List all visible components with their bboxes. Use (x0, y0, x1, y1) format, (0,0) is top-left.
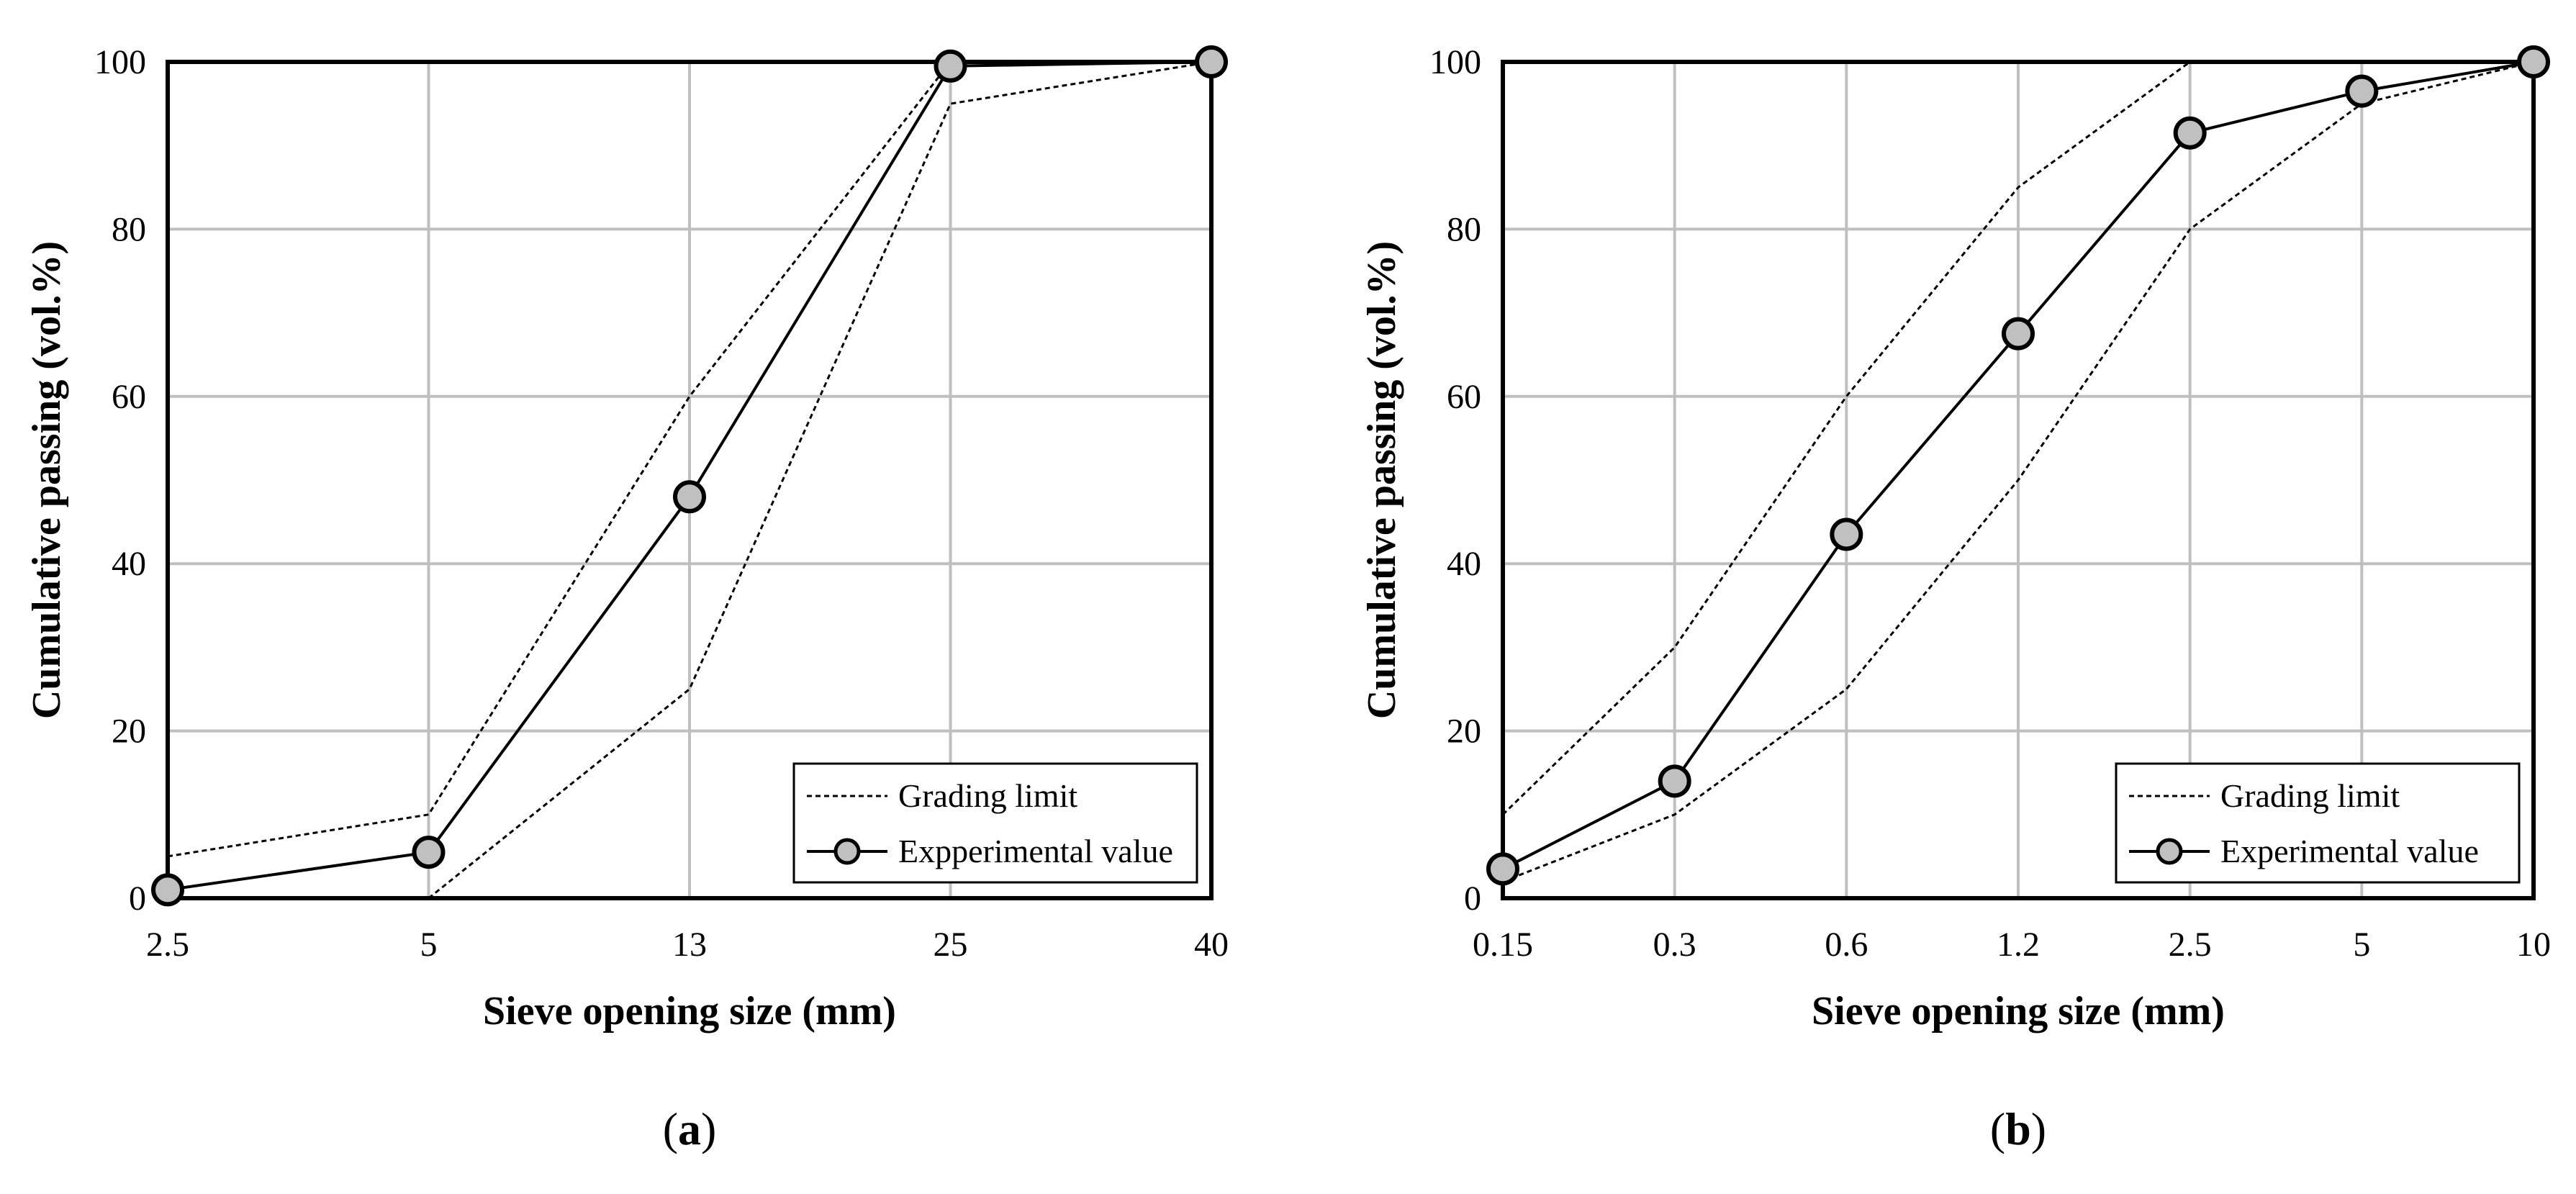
series-grading-limit-lower (428, 60, 1212, 900)
x-tick-label: 2.5 (146, 926, 189, 964)
series-grading-limit-upper (167, 60, 1211, 858)
panel-caption-letter: b (2005, 1103, 2031, 1154)
data-point-experimental (1195, 45, 1228, 78)
x-tick-label: 0.15 (1473, 926, 1533, 964)
x-tick-label: 0.6 (1825, 926, 1868, 964)
chart-a: 0 20 40 60 80 100 2.5 5 13 25 40 Sieve opening size… (24, 43, 1229, 1154)
y-tick-label: 100 (1429, 43, 1481, 81)
y-tick-label: 20 (1447, 713, 1481, 751)
y-tick-label: 80 (1447, 210, 1481, 248)
chart-b: 0 20 40 60 80 100 0.15 0.3 0.6 1.2 2.5 5 10 Sieve ope… (1360, 43, 2551, 1154)
y-tick-label: 100 (94, 43, 146, 81)
y-tick-label: 0 (1464, 879, 1481, 918)
panel-caption-close: ) (2031, 1103, 2046, 1154)
series-grading-limit-upper (1501, 60, 2191, 815)
legend: Grading limit Expperimental value (792, 762, 1198, 884)
panel-caption-letter: a (678, 1103, 701, 1154)
x-tick-label: 5 (420, 926, 438, 964)
legend-box (792, 762, 1198, 884)
data-point-experimental (1486, 852, 1519, 886)
panel-caption-close: ) (701, 1103, 716, 1154)
x-tick-label: 25 (934, 926, 968, 964)
x-tick-label: 10 (2516, 926, 2551, 964)
x-tick-label: 13 (672, 926, 707, 964)
y-axis-title: Cumulative passing (vol.%) (1360, 241, 1404, 719)
legend-grading-limit-label: Grading limit (898, 777, 1077, 814)
legend-box (2115, 762, 2521, 884)
x-axis-title: Sieve opening size (mm) (483, 989, 896, 1034)
legend-experimental-label: Expperimental value (898, 833, 1173, 869)
legend: Grading limit Experimental value (2115, 762, 2521, 884)
data-point-experimental (151, 873, 184, 907)
x-tick-label: 0.3 (1653, 926, 1696, 964)
legend-experimental-label: Experimental value (2220, 833, 2479, 869)
y-tick-label: 40 (1447, 545, 1481, 583)
legend-experimental-swatch-marker (2156, 838, 2183, 865)
data-point-experimental (2002, 317, 2035, 350)
y-tick-label: 80 (112, 210, 146, 248)
data-point-experimental (2517, 45, 2550, 78)
panel-caption: (b) (1990, 1103, 2046, 1154)
y-axis-title: Cumulative passing (vol.%) (24, 241, 69, 719)
panel-caption: (a) (663, 1103, 717, 1154)
panel-caption-open: ( (1990, 1103, 2005, 1154)
y-tick-label: 0 (129, 879, 146, 918)
data-point-experimental (1830, 517, 1863, 551)
legend-grading-limit-label: Grading limit (2220, 777, 2400, 814)
legend-experimental-swatch-marker (833, 838, 861, 865)
plot-frame (166, 60, 1214, 900)
y-tick-label: 60 (1447, 378, 1481, 416)
x-tick-label: 40 (1194, 926, 1229, 964)
x-axis-title: Sieve opening size (mm) (1812, 989, 2225, 1034)
data-point-experimental (1658, 764, 1691, 798)
y-tick-label: 60 (112, 378, 146, 416)
data-point-experimental (2345, 74, 2379, 108)
x-tick-label: 1.2 (1997, 926, 2040, 964)
data-point-experimental (412, 836, 446, 869)
y-tick-label: 40 (112, 545, 146, 583)
y-tick-label: 20 (112, 713, 146, 751)
plot-frame (1501, 60, 2536, 900)
panel-caption-open: ( (663, 1103, 678, 1154)
data-point-experimental (934, 49, 967, 83)
x-tick-label: 2.5 (2169, 926, 2212, 964)
data-point-experimental (2173, 116, 2207, 150)
data-point-experimental (673, 480, 706, 514)
x-tick-label: 5 (2353, 926, 2370, 964)
